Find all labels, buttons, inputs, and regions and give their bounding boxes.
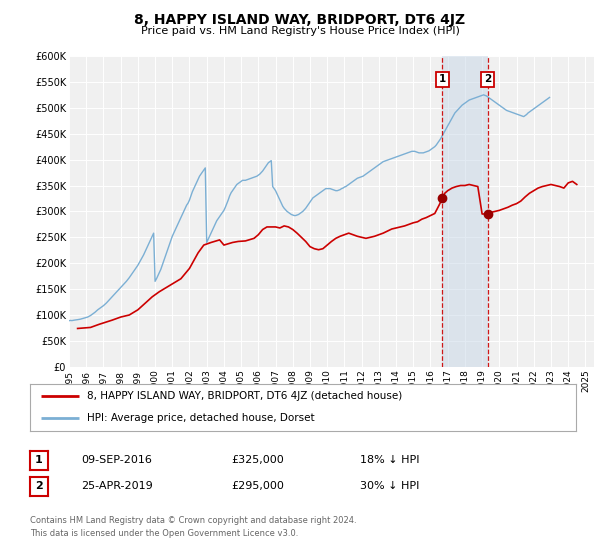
Text: 8, HAPPY ISLAND WAY, BRIDPORT, DT6 4JZ: 8, HAPPY ISLAND WAY, BRIDPORT, DT6 4JZ (134, 13, 466, 27)
Text: 1: 1 (439, 74, 446, 85)
Text: £295,000: £295,000 (231, 481, 284, 491)
Text: 8, HAPPY ISLAND WAY, BRIDPORT, DT6 4JZ (detached house): 8, HAPPY ISLAND WAY, BRIDPORT, DT6 4JZ (… (88, 391, 403, 401)
Text: 2: 2 (35, 481, 43, 491)
Text: 1: 1 (35, 455, 43, 465)
Text: Contains HM Land Registry data © Crown copyright and database right 2024.: Contains HM Land Registry data © Crown c… (30, 516, 356, 525)
Text: 18% ↓ HPI: 18% ↓ HPI (360, 455, 419, 465)
Text: 09-SEP-2016: 09-SEP-2016 (81, 455, 152, 465)
Text: HPI: Average price, detached house, Dorset: HPI: Average price, detached house, Dors… (88, 413, 315, 423)
Text: This data is licensed under the Open Government Licence v3.0.: This data is licensed under the Open Gov… (30, 529, 298, 538)
Bar (442, 56, 488, 367)
Text: £325,000: £325,000 (231, 455, 284, 465)
Text: 25-APR-2019: 25-APR-2019 (81, 481, 153, 491)
Text: 30% ↓ HPI: 30% ↓ HPI (360, 481, 419, 491)
Text: 2: 2 (484, 74, 491, 85)
Text: Price paid vs. HM Land Registry's House Price Index (HPI): Price paid vs. HM Land Registry's House … (140, 26, 460, 36)
